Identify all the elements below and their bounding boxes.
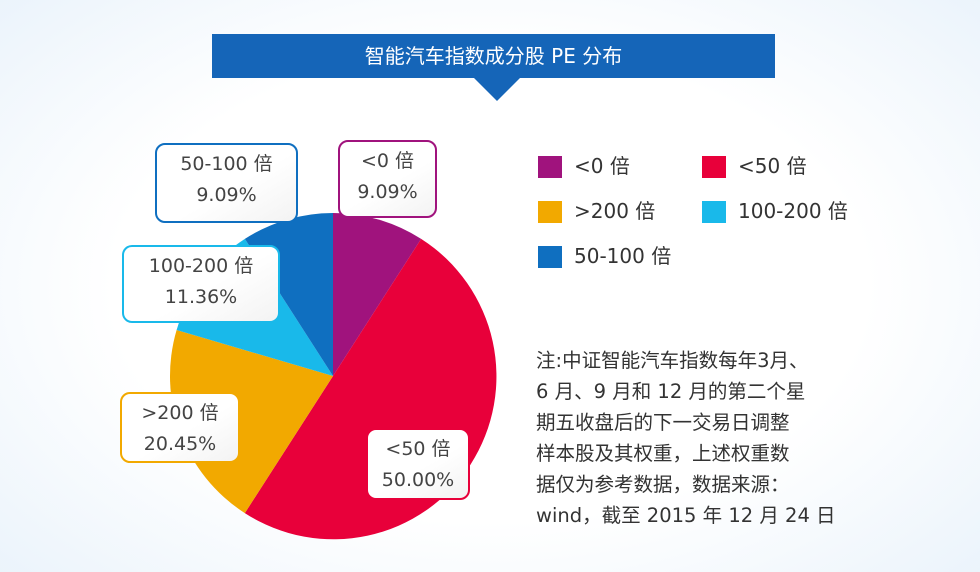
callout-lt50-value: 50.00% bbox=[381, 469, 455, 491]
callout-gt200: >200 倍 20.45% bbox=[120, 392, 240, 463]
legend-swatch-50-100 bbox=[538, 246, 562, 268]
legend-label-50-100: 50-100 倍 bbox=[574, 244, 672, 268]
callout-100-200-label: 100-200 倍 bbox=[148, 255, 254, 277]
callout-50-100: 50-100 倍 9.09% bbox=[155, 143, 298, 223]
callout-lt0-label: <0 倍 bbox=[360, 150, 415, 172]
footnote-line: 注:中证智能汽车指数每年3月、 bbox=[536, 349, 809, 372]
footnote-line: 样本股及其权重，上述权重数 bbox=[536, 442, 790, 465]
callout-gt200-label: >200 倍 bbox=[141, 402, 219, 424]
pie-slice-lt0 bbox=[333, 213, 422, 376]
callout-100-200-value: 11.36% bbox=[164, 286, 238, 308]
legend: <0 倍 <50 倍 >200 倍 100-200 倍 50-100 倍 bbox=[538, 152, 898, 277]
footnote-line: wind，截至 2015 年 12 月 24 日 bbox=[536, 504, 836, 527]
footnote: 注:中证智能汽车指数每年3月、 6 月、9 月和 12 月的第二个星 期五收盘后… bbox=[536, 345, 866, 531]
callout-gt200-value: 20.45% bbox=[143, 433, 217, 455]
legend-label-lt50: <50 倍 bbox=[738, 154, 807, 178]
callout-100-200: 100-200 倍 11.36% bbox=[122, 245, 280, 323]
title-banner-pointer bbox=[473, 77, 521, 101]
footnote-line: 期五收盘后的下一交易日调整 bbox=[536, 411, 790, 434]
callout-50-100-label: 50-100 倍 bbox=[180, 153, 273, 175]
legend-swatch-100-200 bbox=[702, 201, 726, 223]
legend-swatch-lt50 bbox=[702, 156, 726, 178]
pie-slice-gt200 bbox=[169, 330, 333, 514]
callout-lt50: <50 倍 50.00% bbox=[366, 428, 470, 500]
callout-lt0-value: 9.09% bbox=[357, 181, 418, 203]
chart-title: 智能汽车指数成分股 PE 分布 bbox=[212, 34, 775, 78]
legend-label-100-200: 100-200 倍 bbox=[738, 199, 848, 223]
legend-swatch-gt200 bbox=[538, 201, 562, 223]
legend-swatch-lt0 bbox=[538, 156, 562, 178]
callout-lt50-label: <50 倍 bbox=[385, 438, 451, 460]
legend-label-gt200: >200 倍 bbox=[574, 199, 656, 223]
footnote-line: 6 月、9 月和 12 月的第二个星 bbox=[536, 380, 806, 403]
footnote-line: 据仅为参考数据，数据来源： bbox=[536, 473, 790, 496]
callout-50-100-value: 9.09% bbox=[196, 184, 257, 206]
callout-lt0: <0 倍 9.09% bbox=[338, 140, 437, 218]
legend-label-lt0: <0 倍 bbox=[574, 154, 630, 178]
